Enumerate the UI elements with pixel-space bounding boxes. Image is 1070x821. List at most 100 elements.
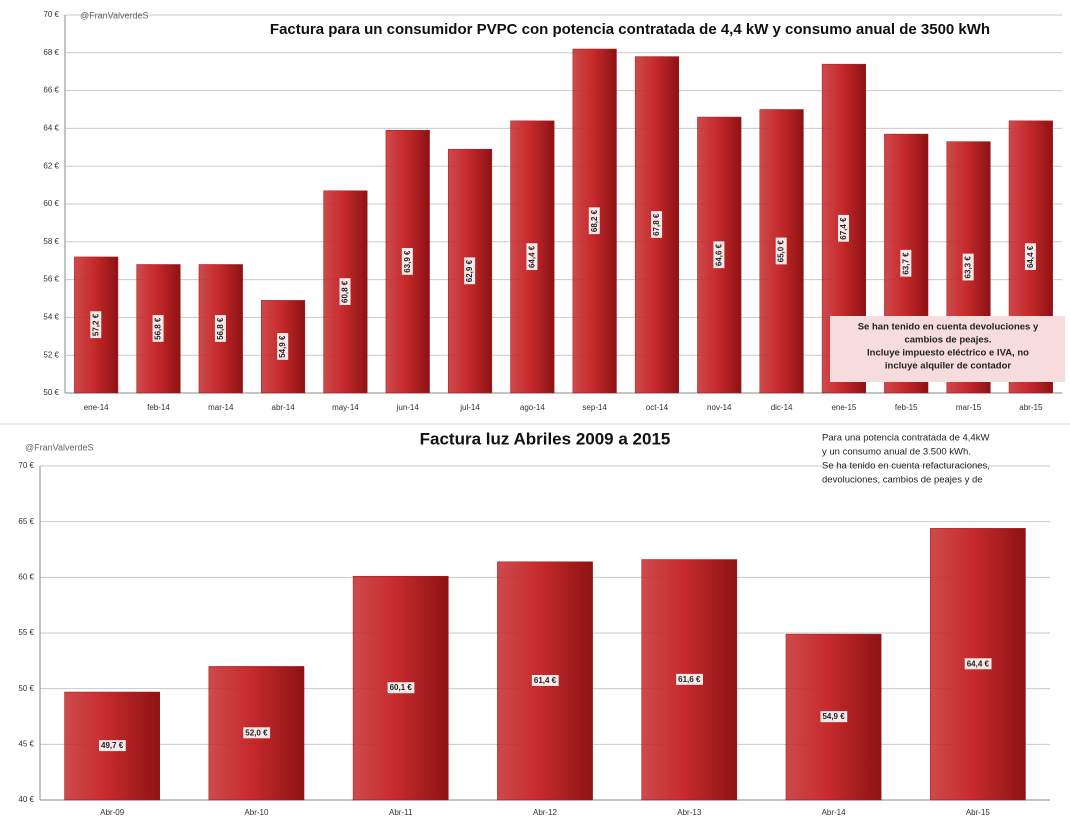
y-tick-label: 58 € — [43, 237, 59, 246]
x-tick-label: Abr-14 — [822, 808, 847, 817]
value-label-bg — [775, 237, 787, 265]
y-tick-label: 60 € — [18, 572, 34, 581]
x-tick-label: abr-14 — [272, 403, 296, 412]
x-tick-label: feb-14 — [147, 403, 170, 412]
value-label: 67,8 € — [652, 213, 661, 236]
value-label: 68,2 € — [590, 209, 599, 232]
x-tick-label: sep-14 — [582, 403, 607, 412]
y-tick-label: 60 € — [43, 199, 59, 208]
value-label-bg — [90, 311, 102, 339]
x-tick-label: Abr-09 — [100, 808, 125, 817]
value-label: 49,7 € — [101, 741, 124, 750]
x-tick-label: jun-14 — [396, 403, 420, 412]
x-tick-label: nov-14 — [707, 403, 732, 412]
value-label: 67,4 € — [839, 217, 848, 240]
value-label: 61,6 € — [678, 675, 701, 684]
x-tick-label: abr-15 — [1019, 403, 1043, 412]
chart-title: Factura luz Abriles 2009 a 2015 — [420, 429, 671, 448]
y-tick-label: 70 € — [18, 461, 34, 470]
x-tick-label: Abr-13 — [677, 808, 702, 817]
y-tick-label: 40 € — [18, 795, 34, 804]
y-tick-label: 66 € — [43, 86, 59, 95]
value-label: 54,9 € — [278, 335, 287, 358]
x-tick-label: jul-14 — [459, 403, 480, 412]
chart-title: Factura para un consumidor PVPC con pote… — [270, 21, 990, 38]
y-tick-label: 45 € — [18, 739, 34, 748]
value-label-bg — [676, 673, 703, 685]
annotation: cambios de peajes. — [904, 335, 991, 346]
annotation: devoluciones, cambios de peajes y de — [822, 475, 983, 486]
value-label: 63,3 € — [964, 256, 973, 279]
value-label-bg — [838, 214, 850, 242]
x-tick-label: feb-15 — [895, 403, 918, 412]
annotation-box — [830, 316, 1065, 382]
value-label-bg — [962, 253, 974, 281]
x-tick-label: mar-14 — [208, 403, 234, 412]
value-label: 60,8 € — [341, 280, 350, 303]
value-label-bg — [651, 211, 663, 238]
value-label-bg — [964, 658, 992, 670]
value-label-bg — [214, 315, 226, 342]
value-label-bg — [243, 727, 271, 739]
value-label-bg — [401, 247, 413, 275]
annotation: Incluye impuesto eléctrico e IVA, no — [867, 348, 1029, 359]
value-label-bg — [713, 241, 725, 269]
author: @FranValverdeS — [25, 442, 94, 452]
value-label-bg — [152, 315, 164, 342]
value-label-bg — [531, 674, 559, 686]
value-label: 64,4 € — [527, 245, 536, 268]
value-label-bg — [464, 257, 476, 285]
y-tick-label: 64 € — [43, 124, 59, 133]
annotation: Para una potencia contratada de 4,4kW — [822, 433, 989, 444]
x-tick-label: Abr-10 — [244, 808, 269, 817]
value-label: 56,8 € — [154, 317, 163, 340]
x-tick-label: Abr-15 — [966, 808, 991, 817]
annotation: incluye alquiler de contador — [885, 361, 1011, 372]
value-label: 57,2 € — [91, 313, 100, 336]
annotation: y un consumo anual de 3.500 kWh. — [822, 447, 971, 458]
value-label-bg — [526, 243, 538, 271]
value-label: 54,9 € — [822, 712, 845, 721]
y-tick-label: 50 € — [43, 388, 59, 397]
y-tick-label: 62 € — [43, 161, 59, 170]
value-label-bg — [1024, 243, 1036, 271]
x-tick-label: may-14 — [332, 403, 359, 412]
value-label: 62,9 € — [465, 259, 474, 282]
value-label-bg — [277, 333, 289, 360]
value-label-bg — [99, 740, 126, 752]
annotation: Se han tenido en cuenta devoluciones y — [858, 322, 1039, 333]
value-label-bg — [820, 711, 848, 723]
value-label: 64,4 € — [967, 659, 990, 668]
x-tick-label: ene-15 — [831, 403, 856, 412]
value-label: 60,1 € — [390, 683, 413, 692]
y-tick-label: 70 € — [43, 10, 59, 19]
value-label: 64,4 € — [1026, 245, 1035, 268]
y-tick-label: 55 € — [18, 628, 34, 637]
value-label-bg — [900, 249, 912, 277]
value-label: 56,8 € — [216, 317, 225, 340]
y-tick-label: 65 € — [18, 517, 34, 526]
x-tick-label: mar-15 — [956, 403, 982, 412]
value-label-bg — [339, 278, 351, 306]
x-tick-label: oct-14 — [646, 403, 669, 412]
author: @FranValverdeS — [80, 10, 149, 20]
x-tick-label: ago-14 — [520, 403, 545, 412]
value-label: 65,0 € — [777, 240, 786, 263]
x-tick-label: ene-14 — [84, 403, 109, 412]
y-tick-label: 50 € — [18, 684, 34, 693]
value-label-bg — [387, 682, 415, 694]
x-tick-label: dic-14 — [771, 403, 793, 412]
y-tick-label: 52 € — [43, 350, 59, 359]
y-tick-label: 54 € — [43, 313, 59, 322]
value-label: 64,6 € — [714, 243, 723, 266]
value-label: 52,0 € — [245, 728, 268, 737]
x-tick-label: Abr-12 — [533, 808, 558, 817]
x-tick-label: Abr-11 — [389, 808, 413, 817]
y-tick-label: 68 € — [43, 48, 59, 57]
value-label: 63,9 € — [403, 250, 412, 273]
y-tick-label: 56 € — [43, 275, 59, 284]
annotation: Se ha tenido en cuenta refacturaciones, — [822, 461, 990, 472]
value-label-bg — [588, 207, 600, 235]
value-label: 63,7 € — [901, 252, 910, 275]
